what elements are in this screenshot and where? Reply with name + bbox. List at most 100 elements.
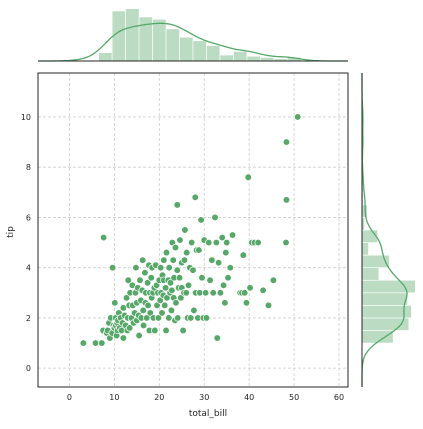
scatter-point bbox=[174, 314, 182, 322]
scatter-point bbox=[183, 248, 191, 257]
top-hist-bar bbox=[125, 8, 140, 62]
scatter-point bbox=[206, 276, 214, 284]
x-tick-label: 0 bbox=[67, 393, 72, 402]
scatter-point bbox=[244, 173, 252, 181]
scatter-point bbox=[184, 281, 193, 289]
y-tick-label: 8 bbox=[26, 163, 31, 172]
scatter-point bbox=[119, 334, 128, 342]
scatter-point bbox=[175, 274, 184, 282]
scatter-point bbox=[139, 321, 148, 330]
scatter-points bbox=[79, 113, 302, 347]
scatter-point bbox=[79, 339, 88, 347]
y-tick-label: 2 bbox=[26, 314, 31, 323]
top-hist-bar bbox=[260, 57, 275, 62]
scatter-point bbox=[158, 309, 166, 317]
scatter-point bbox=[218, 233, 226, 242]
top-hist-bar bbox=[206, 45, 221, 62]
scatter-point bbox=[139, 306, 147, 315]
scatter-point bbox=[172, 299, 180, 307]
x-tick-label: 40 bbox=[244, 393, 254, 402]
top-kde-line bbox=[38, 22, 348, 62]
scatter-point bbox=[162, 248, 171, 257]
right-hist-bar bbox=[361, 229, 378, 243]
scatter-point bbox=[144, 301, 152, 310]
scatter-point bbox=[165, 314, 173, 322]
y-axis-label: tip bbox=[6, 226, 16, 238]
scatter-point bbox=[180, 256, 189, 264]
main-scatter-plot: 0 10 20 30 40 50 60 0 2 4 6 8 10 bbox=[21, 72, 349, 402]
scatter-point bbox=[294, 113, 302, 121]
axes: 0 10 20 30 40 50 60 0 2 4 6 8 10 bbox=[21, 72, 349, 402]
scatter-point bbox=[167, 306, 176, 315]
scatter-point bbox=[195, 246, 203, 254]
scatter-point bbox=[168, 286, 176, 294]
scatter-point bbox=[147, 274, 155, 282]
plot-frame bbox=[37, 72, 349, 388]
scatter-point bbox=[161, 301, 169, 310]
top-hist-bar bbox=[246, 55, 261, 62]
scatter-point bbox=[219, 281, 228, 289]
right-hist-bar bbox=[361, 242, 369, 256]
scatter-point bbox=[139, 256, 147, 264]
scatter-point bbox=[209, 289, 217, 297]
scatter-point bbox=[254, 238, 262, 247]
y-tick-label: 6 bbox=[26, 213, 31, 222]
scatter-point bbox=[154, 314, 163, 322]
x-tick-label: 10 bbox=[109, 393, 119, 402]
right-marginal-histogram bbox=[361, 73, 416, 387]
scatter-point bbox=[205, 238, 213, 247]
scatter-point bbox=[171, 243, 180, 252]
scatter-point bbox=[124, 276, 132, 284]
scatter-point bbox=[108, 264, 117, 272]
scatter-point bbox=[179, 326, 187, 335]
scatter-point bbox=[161, 284, 170, 292]
scatter-point bbox=[242, 299, 251, 307]
scatter-point bbox=[282, 138, 291, 146]
scatter-point bbox=[197, 216, 205, 224]
top-hist-bar bbox=[165, 28, 180, 62]
scatter-point bbox=[99, 233, 108, 242]
scatter-point bbox=[141, 269, 149, 277]
scatter-point bbox=[282, 238, 290, 247]
top-hist-bar bbox=[192, 40, 207, 62]
scatter-point bbox=[91, 339, 100, 347]
top-hist-bar bbox=[98, 52, 113, 62]
scatter-point bbox=[214, 259, 223, 267]
top-hist-bar bbox=[233, 51, 248, 62]
scatter-point bbox=[228, 231, 237, 239]
scatter-point bbox=[213, 334, 221, 342]
scatter-point bbox=[212, 238, 221, 247]
y-tick-label: 0 bbox=[26, 364, 31, 373]
scatter-point bbox=[201, 289, 210, 297]
scatter-point bbox=[223, 238, 231, 247]
scatter-point bbox=[188, 238, 196, 247]
top-hist-bar bbox=[111, 10, 126, 62]
scatter-point bbox=[122, 294, 131, 302]
x-tick-label: 60 bbox=[334, 393, 344, 402]
scatter-point bbox=[269, 276, 278, 284]
scatter-point bbox=[126, 324, 134, 332]
scatter-point bbox=[282, 196, 291, 204]
scatter-point bbox=[216, 289, 225, 297]
scatter-point bbox=[173, 266, 181, 274]
scatter-point bbox=[182, 289, 190, 297]
scatter-point bbox=[135, 331, 143, 340]
scatter-point bbox=[160, 256, 168, 264]
scatter-point bbox=[136, 276, 144, 284]
scatter-point bbox=[111, 299, 119, 307]
top-hist-bar bbox=[179, 36, 194, 62]
scatter-point bbox=[202, 314, 211, 322]
scatter-point bbox=[143, 279, 152, 287]
scatter-point bbox=[239, 251, 247, 259]
scatter-point bbox=[162, 326, 170, 335]
x-axis-label: total_bill bbox=[189, 409, 227, 419]
scatter-point bbox=[226, 264, 234, 272]
scatter-point bbox=[241, 289, 249, 297]
scatter-point bbox=[151, 326, 159, 335]
scatter-point bbox=[173, 201, 181, 209]
scatter-point bbox=[166, 279, 175, 287]
scatter-point bbox=[190, 306, 198, 315]
scatter-point bbox=[169, 256, 177, 264]
x-tick-label: 30 bbox=[199, 393, 209, 402]
